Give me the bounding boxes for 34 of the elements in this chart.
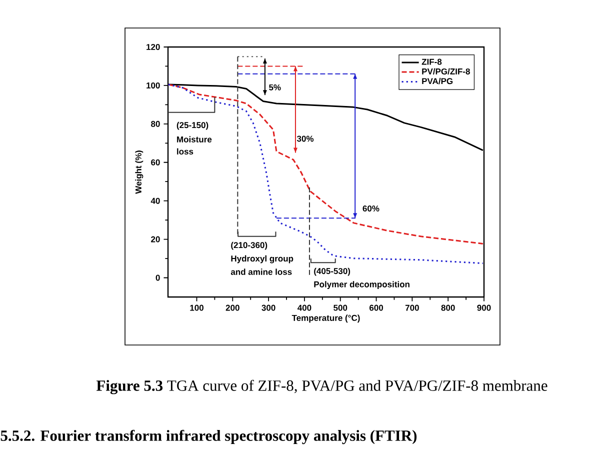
legend-label: PV/PG/ZIF-8 — [422, 68, 470, 75]
legend-label: PVA/PG — [422, 78, 453, 84]
y-tick-label: 40 — [150, 198, 160, 204]
y-axis-title: Weight (%) — [135, 150, 144, 194]
y-tick-label: 120 — [146, 44, 160, 50]
y-tick-label: 80 — [151, 120, 160, 127]
y-tick-label: 60 — [151, 159, 160, 166]
x-tick-label: 200 — [226, 304, 240, 311]
text: Figure 5.3 TGA curve of ZIF-8, PVA/PG and PVA/PG/ZIF-8 membrane — [96, 380, 548, 394]
x-tick-label: 300 — [262, 304, 276, 311]
x-tick-label: 800 — [441, 304, 455, 311]
y-tick-label: 100 — [146, 82, 160, 88]
annotation: 60% — [362, 206, 380, 212]
text: 5.5.2. Fourier transform infrared spectroscopy analysis (FTIR) — [0, 430, 417, 444]
annotation: and amine loss — [230, 268, 292, 275]
x-tick-label: 100 — [190, 304, 204, 311]
annotation: 30% — [296, 136, 314, 142]
x-tick-label: 600 — [369, 304, 384, 311]
annotation: Hydroxyl group — [231, 255, 294, 264]
legend-label: ZIF-8 — [422, 58, 442, 65]
x-tick-label: 500 — [334, 304, 348, 311]
y-tick-label: 20 — [151, 236, 160, 242]
annotation: Polymer decomposition — [314, 281, 410, 290]
x-tick-label: 400 — [297, 304, 312, 311]
annotation: (210-360) — [231, 242, 268, 250]
annotation: Moisture — [177, 136, 212, 142]
x-tick-label: 700 — [405, 304, 419, 311]
annotation: loss — [177, 148, 194, 155]
annotation: 5% — [269, 84, 281, 90]
annotation: (25-150) — [176, 122, 208, 130]
y-tick-label: 0 — [156, 274, 160, 281]
x-tick-label: 900 — [477, 304, 491, 311]
annotation: (405-530) — [314, 268, 350, 276]
x-axis-title: Temperature (°C) — [292, 314, 360, 323]
